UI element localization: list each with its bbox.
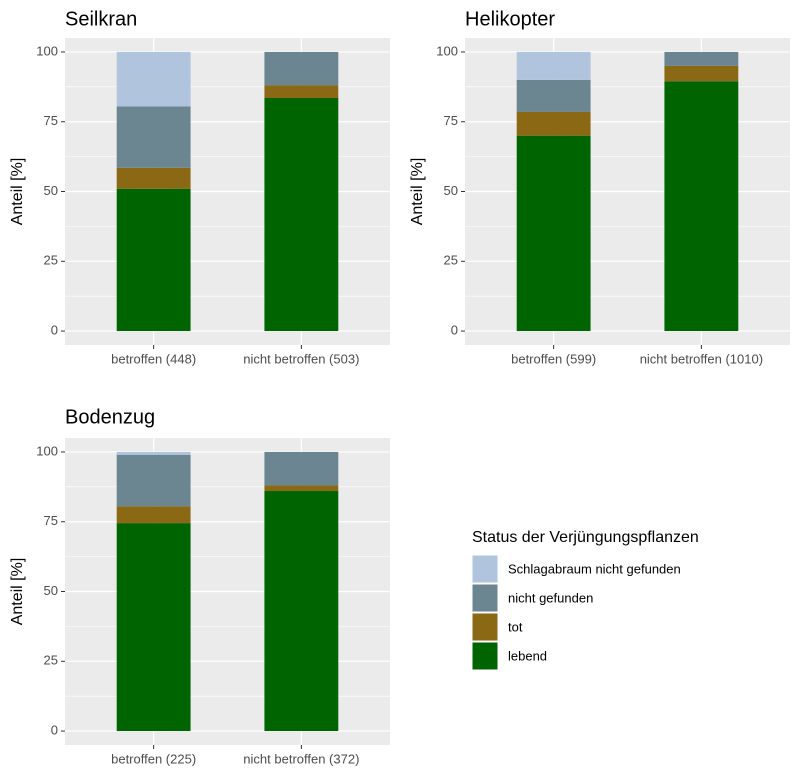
bar-segment xyxy=(264,85,339,99)
y-tick-label: 0 xyxy=(451,322,458,337)
legend-key xyxy=(471,641,499,671)
legend-key xyxy=(471,583,499,613)
x-tick-label: nicht betroffen (503) xyxy=(243,351,359,366)
x-tick-label: betroffen (225) xyxy=(111,751,196,766)
legend-label: nicht gefunden xyxy=(508,590,593,605)
y-tick-label: 50 xyxy=(444,183,458,198)
legend-label: Schlagabraum nicht gefunden xyxy=(508,561,681,576)
bar-segment xyxy=(664,81,739,332)
bar-segment xyxy=(116,506,191,524)
bar-segment xyxy=(264,98,339,332)
bar-segment xyxy=(264,485,339,492)
bar-segment xyxy=(264,51,339,86)
y-tick-label: 25 xyxy=(44,253,58,268)
x-tick-label: betroffen (599) xyxy=(511,351,596,366)
panel-title: Helikopter xyxy=(465,8,555,30)
y-tick-label: 100 xyxy=(36,443,58,458)
bar-segment xyxy=(116,451,191,455)
x-tick-label: nicht betroffen (1010) xyxy=(640,351,763,366)
bar-segment xyxy=(116,51,191,107)
y-tick-label: 75 xyxy=(44,513,58,528)
y-tick-label: 100 xyxy=(436,43,458,58)
legend-key xyxy=(471,612,499,642)
bar-segment xyxy=(116,454,191,507)
bar-segment xyxy=(516,79,591,112)
panel-title: Seilkran xyxy=(65,8,137,30)
bar-segment xyxy=(116,188,191,332)
y-tick-label: 0 xyxy=(51,322,58,337)
legend-key xyxy=(471,554,499,584)
y-axis-label: Anteil [%] xyxy=(9,158,26,226)
bar-segment xyxy=(264,451,339,486)
bar-segment xyxy=(116,106,191,168)
bar-segment xyxy=(664,51,739,66)
y-axis-label: Anteil [%] xyxy=(409,158,426,226)
y-tick-label: 25 xyxy=(444,253,458,268)
y-tick-label: 50 xyxy=(44,183,58,198)
legend-label: tot xyxy=(508,619,523,634)
legend-label: lebend xyxy=(508,648,547,663)
y-tick-label: 25 xyxy=(44,653,58,668)
x-tick-label: nicht betroffen (372) xyxy=(243,751,359,766)
y-axis-label: Anteil [%] xyxy=(9,558,26,626)
bar-segment xyxy=(516,135,591,332)
bar-segment xyxy=(516,51,591,80)
bar-segment xyxy=(116,523,191,732)
bar-segment xyxy=(116,167,191,189)
panel-title: Bodenzug xyxy=(65,406,155,428)
x-tick-label: betroffen (448) xyxy=(111,351,196,366)
bar-segment xyxy=(516,111,591,136)
bar-segment xyxy=(264,491,339,732)
bar-segment xyxy=(664,65,739,82)
y-tick-label: 100 xyxy=(36,43,58,58)
y-tick-label: 50 xyxy=(44,583,58,598)
y-tick-label: 0 xyxy=(51,722,58,737)
y-tick-label: 75 xyxy=(444,113,458,128)
y-tick-label: 75 xyxy=(44,113,58,128)
legend-title: Status der Verjüngungspflanzen xyxy=(472,529,699,546)
